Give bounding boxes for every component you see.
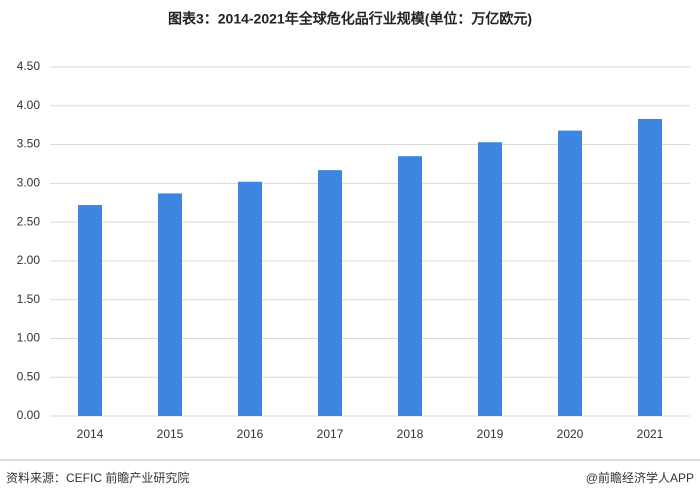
bar	[398, 156, 422, 416]
x-tick-label: 2018	[397, 427, 424, 441]
source: 资料来源：CEFIC 前瞻产业研究院	[6, 470, 189, 485]
y-tick-label: 0.00	[17, 408, 41, 422]
bar	[158, 193, 182, 416]
y-tick-label: 2.00	[17, 253, 41, 267]
bar	[318, 170, 342, 416]
y-tick-label: 4.00	[17, 98, 41, 112]
y-tick-label: 2.50	[17, 214, 41, 228]
bar	[478, 142, 502, 416]
x-tick-label: 2016	[237, 427, 264, 441]
y-tick-label: 1.50	[17, 292, 41, 306]
bar	[638, 118, 662, 416]
footer: @前瞻经济学人APP	[586, 470, 694, 485]
x-tick-label: 2020	[557, 427, 584, 441]
x-tick-label: 2019	[477, 427, 504, 441]
y-tick-label: 0.50	[17, 369, 41, 383]
chart-title: 图表3：2014-2021年全球危化品行业规模(单位：万亿欧元)	[168, 11, 532, 27]
y-tick-label: 3.00	[17, 176, 41, 190]
x-tick-label: 2015	[157, 427, 184, 441]
y-tick-label: 3.50	[17, 137, 41, 151]
x-tick-label: 2014	[77, 427, 104, 441]
bar	[558, 130, 582, 416]
x-tick-label: 2017	[317, 427, 344, 441]
bar	[238, 181, 262, 416]
x-tick-label: 2021	[637, 427, 664, 441]
bar	[78, 205, 102, 416]
y-tick-label: 4.50	[17, 59, 41, 73]
y-tick-label: 1.00	[17, 331, 41, 345]
